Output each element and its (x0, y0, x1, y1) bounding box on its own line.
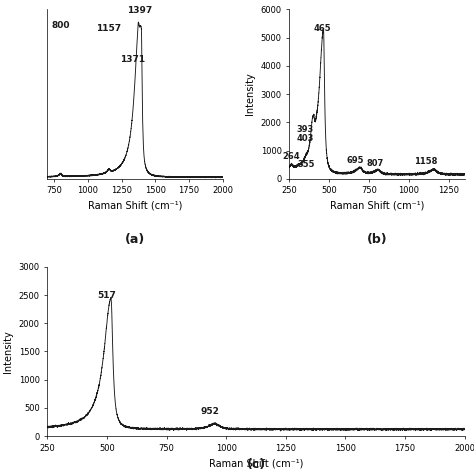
Text: (c): (c) (246, 458, 265, 471)
Text: 800: 800 (52, 21, 70, 30)
Text: 1397: 1397 (127, 6, 152, 15)
Text: 1371: 1371 (120, 55, 145, 64)
Text: 517: 517 (98, 291, 117, 300)
X-axis label: Raman Shift (cm⁻¹): Raman Shift (cm⁻¹) (330, 201, 424, 211)
Text: 952: 952 (200, 407, 219, 416)
Text: 1158: 1158 (414, 157, 438, 166)
X-axis label: Raman Shift (cm⁻¹): Raman Shift (cm⁻¹) (209, 458, 303, 468)
Text: 393: 393 (296, 125, 313, 134)
Text: 264: 264 (283, 152, 301, 161)
Text: (a): (a) (125, 233, 145, 246)
Y-axis label: Intensity: Intensity (3, 330, 13, 373)
Text: 1157: 1157 (96, 24, 121, 33)
Text: 465: 465 (313, 24, 331, 33)
Y-axis label: Intensity: Intensity (245, 73, 255, 116)
X-axis label: Raman Shift (cm⁻¹): Raman Shift (cm⁻¹) (88, 201, 182, 211)
Text: 695: 695 (346, 156, 364, 165)
Text: 807: 807 (367, 159, 384, 168)
Text: (b): (b) (366, 233, 387, 246)
Text: 355: 355 (297, 161, 315, 170)
Text: 403: 403 (296, 134, 314, 143)
